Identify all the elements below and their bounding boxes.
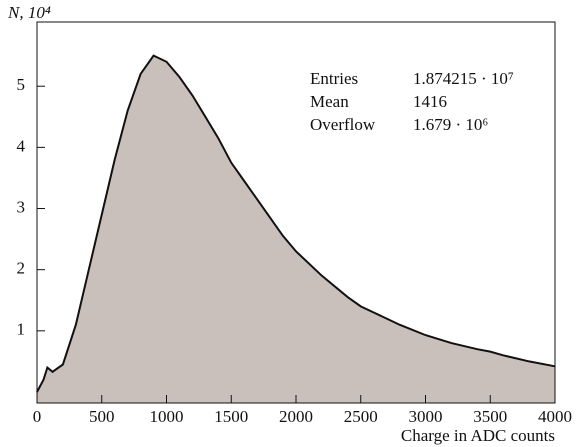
y-tick-label: 3 xyxy=(17,197,26,216)
stat-name: Entries xyxy=(310,69,358,88)
x-tick-label: 2500 xyxy=(344,407,378,426)
area-line xyxy=(36,54,556,393)
x-tick-label: 1500 xyxy=(214,407,248,426)
x-axis-label: Charge in ADC counts xyxy=(401,426,555,445)
x-tick-label: 500 xyxy=(89,407,115,426)
x-tick-label: 2000 xyxy=(279,407,313,426)
x-tick-label: 4000 xyxy=(538,407,572,426)
stat-name: Overflow xyxy=(310,115,376,134)
y-tick-label: 4 xyxy=(17,136,26,155)
area-fill xyxy=(37,55,555,404)
stat-value: 1.874215 · 10⁷ xyxy=(413,69,514,88)
y-tick-label: 2 xyxy=(17,259,26,278)
stat-value: 1.679 · 10⁶ xyxy=(413,115,488,134)
stat-name: Mean xyxy=(310,92,349,111)
x-tick-label: 3500 xyxy=(473,407,507,426)
y-tick-label: 1 xyxy=(17,320,26,339)
y-axis-label: N, 10⁴ xyxy=(7,3,51,22)
stat-value: 1416 xyxy=(413,92,447,111)
x-tick-label: 1000 xyxy=(150,407,184,426)
x-tick-label: 3000 xyxy=(409,407,443,426)
y-tick-label: 5 xyxy=(17,75,26,94)
x-tick-label: 0 xyxy=(33,407,42,426)
